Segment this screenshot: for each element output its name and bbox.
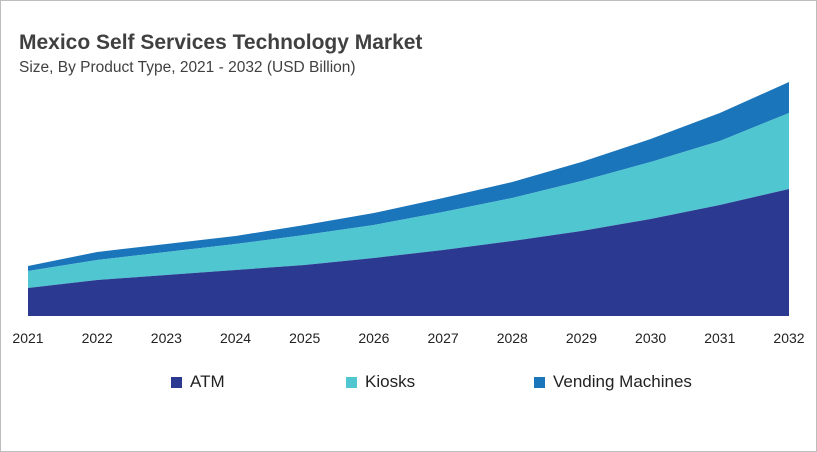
legend-item-vending-machines: Vending Machines [534,372,692,392]
x-tick-label: 2024 [220,330,251,346]
x-tick-label: 2027 [428,330,459,346]
x-tick-label: 2025 [289,330,320,346]
x-tick-label: 2028 [497,330,528,346]
chart-subtitle: Size, By Product Type, 2021 - 2032 (USD … [19,59,356,76]
chart-title: Mexico Self Services Technology Market [19,31,423,54]
x-tick-label: 2026 [358,330,389,346]
x-tick-label: 2029 [566,330,597,346]
x-tick-label: 2023 [151,330,182,346]
x-tick-label: 2022 [82,330,113,346]
legend-item-kiosks: Kiosks [346,372,415,392]
legend-label: Kiosks [365,372,416,391]
legend-label: ATM [190,372,225,391]
area-atm [28,189,789,316]
legend-label: Vending Machines [553,372,692,391]
x-tick-label: 2021 [12,330,43,346]
legend-item-atm: ATM [171,372,225,392]
legend-swatch [171,376,182,388]
area-vending-machines [28,82,789,271]
legend-swatch [346,376,357,388]
x-tick-label: 2031 [704,330,735,346]
area-kiosks [28,113,789,288]
x-tick-label: 2032 [773,330,804,346]
x-tick-label: 2030 [635,330,666,346]
legend-swatch [534,376,545,388]
